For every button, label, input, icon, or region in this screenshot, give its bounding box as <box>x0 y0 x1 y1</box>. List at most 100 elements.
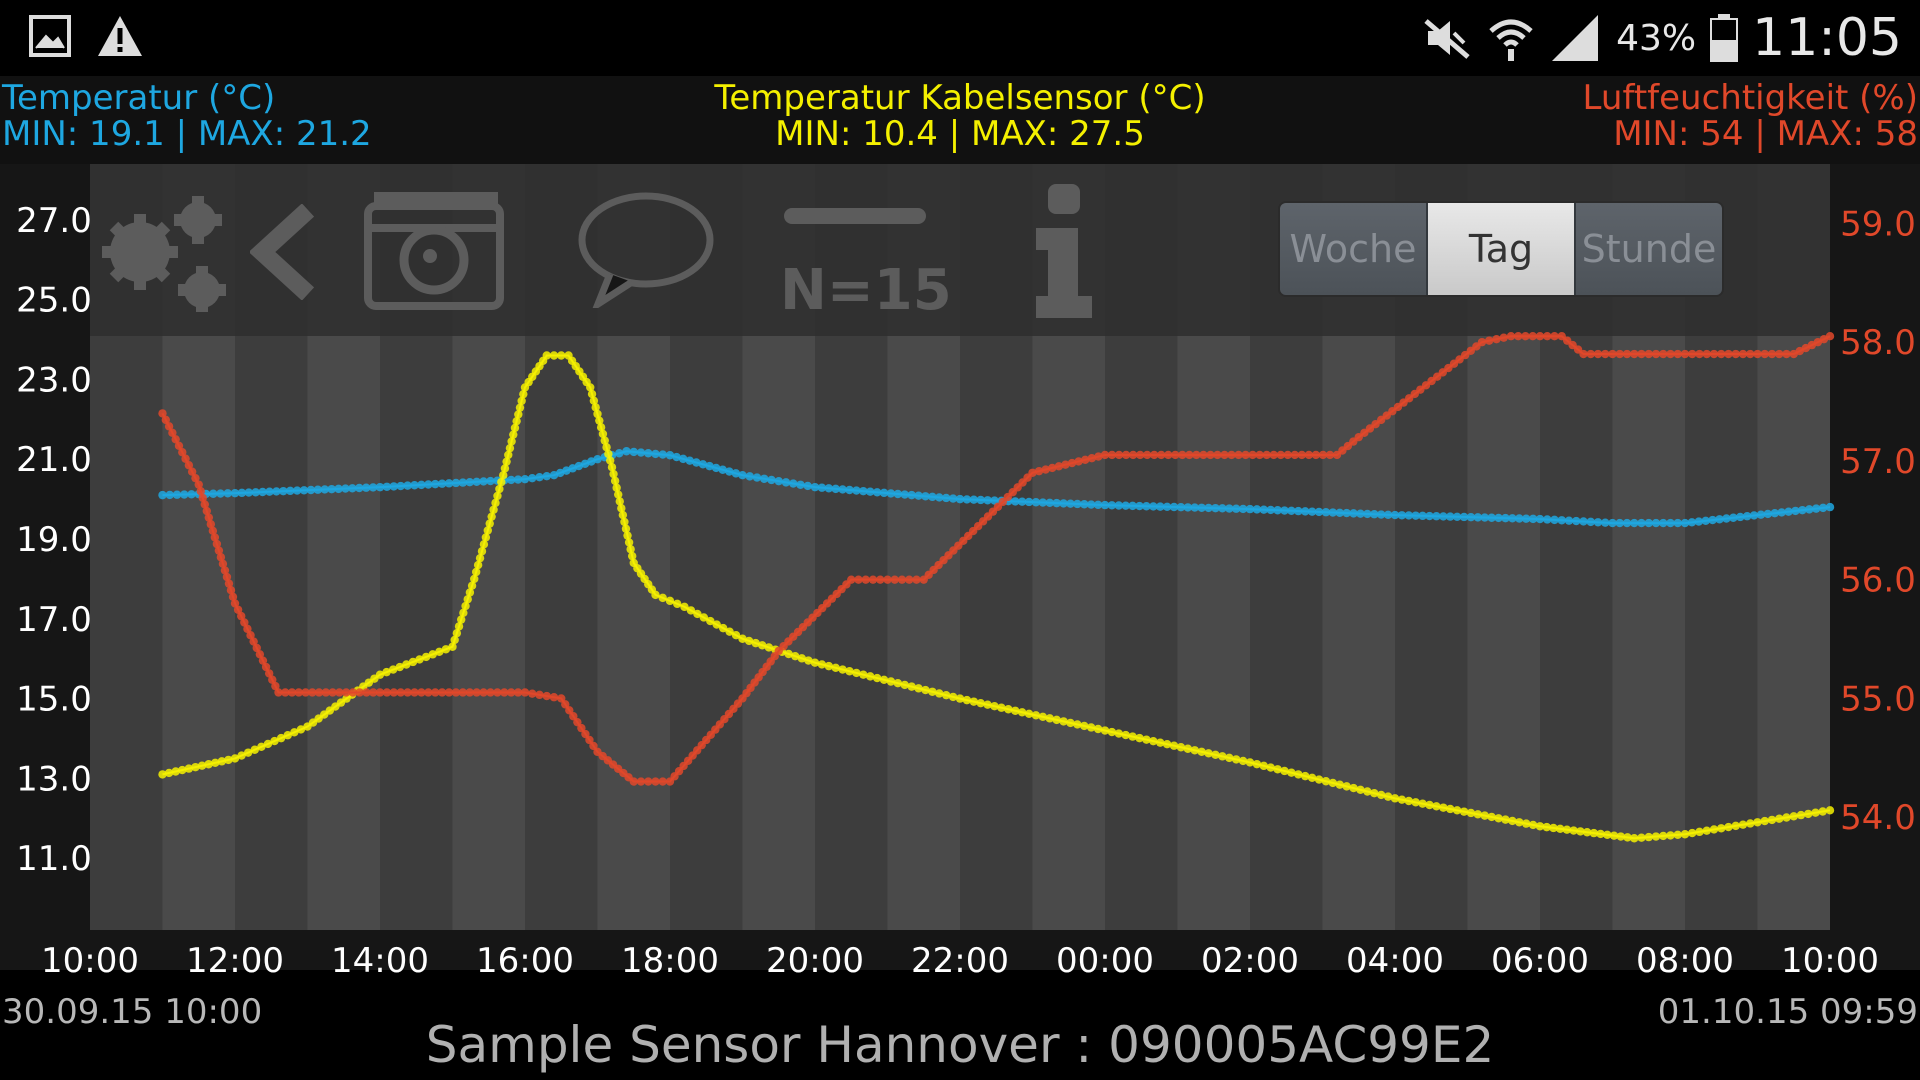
series-point <box>321 688 331 697</box>
series-point <box>1157 450 1166 460</box>
series-point <box>1176 502 1186 512</box>
series-point <box>1473 810 1483 819</box>
series-point <box>320 485 329 494</box>
series-point <box>692 458 701 467</box>
series-point <box>264 669 274 678</box>
series-point <box>1318 450 1328 460</box>
series-point <box>500 688 509 697</box>
series-point <box>1011 706 1020 715</box>
series-point <box>1052 498 1061 508</box>
range-button-hour[interactable]: Stunde <box>1576 203 1722 295</box>
series-point <box>810 482 820 492</box>
series-point <box>172 490 182 499</box>
series-point <box>1259 761 1269 771</box>
series-point <box>796 480 805 489</box>
series-point <box>620 517 629 527</box>
series-point <box>774 476 783 486</box>
series-point <box>784 649 793 659</box>
series-point <box>745 472 754 481</box>
series-point <box>1789 812 1798 821</box>
series-point <box>817 660 827 669</box>
series-point <box>725 627 734 636</box>
series-point <box>493 688 502 697</box>
range-button-week[interactable]: Woche <box>1280 203 1428 295</box>
series-point <box>168 428 177 438</box>
series-point <box>258 656 268 665</box>
series-point <box>1452 512 1462 521</box>
series-point <box>1659 518 1668 528</box>
series-point <box>1328 778 1338 788</box>
series-point <box>1114 450 1124 460</box>
settings-icon[interactable] <box>94 186 230 314</box>
series-point <box>1616 832 1625 841</box>
series-point <box>1054 462 1064 471</box>
x-tick: 20:00 <box>766 941 864 981</box>
series-point <box>1724 822 1733 832</box>
series-point <box>983 700 992 709</box>
series-point <box>751 638 760 648</box>
series-point <box>1702 826 1711 835</box>
back-icon[interactable] <box>250 204 316 300</box>
series-point <box>665 451 675 460</box>
y-right-tick: 57.0 <box>1840 442 1916 482</box>
series-point <box>452 628 462 638</box>
series-point <box>513 475 523 484</box>
series-point <box>1028 468 1037 477</box>
series-point <box>1756 510 1766 519</box>
series-point <box>678 454 688 464</box>
series-point <box>905 575 914 584</box>
series-point <box>1492 334 1501 344</box>
series-point <box>1784 507 1793 516</box>
series-point <box>615 497 624 506</box>
series-point <box>1593 518 1603 527</box>
series-point <box>1673 349 1682 359</box>
series-point <box>810 658 820 667</box>
series-point <box>593 455 602 464</box>
series-point <box>921 685 930 695</box>
series-point <box>487 512 496 521</box>
comment-icon[interactable] <box>576 190 716 308</box>
legend-temperature-title: Temperatur (°C) <box>2 78 276 118</box>
series-point <box>1162 502 1172 512</box>
series-point <box>1557 516 1566 525</box>
series-point <box>382 482 392 491</box>
series-point <box>306 485 316 495</box>
series-point <box>914 491 923 500</box>
series-point <box>1178 450 1187 460</box>
series-point <box>595 416 604 425</box>
series-point <box>1515 514 1524 523</box>
series-point <box>744 636 754 646</box>
series-point <box>618 510 628 520</box>
series-point <box>388 665 398 674</box>
series-point <box>1183 744 1193 753</box>
camera-icon[interactable] <box>364 188 504 310</box>
series-point <box>389 482 399 491</box>
series-point <box>935 493 944 502</box>
series-point <box>204 513 214 522</box>
series-point <box>1356 785 1365 794</box>
series-point <box>1753 349 1762 359</box>
y-right-tick: 55.0 <box>1840 679 1916 719</box>
smoothing-icon[interactable] <box>782 206 928 226</box>
series-point <box>831 663 840 673</box>
series-point <box>1418 511 1427 521</box>
series-point <box>1637 833 1646 842</box>
series-point <box>589 741 598 751</box>
range-button-day[interactable]: Tag <box>1428 203 1576 295</box>
sensor-title: Sample Sensor Hannover : 090005AC99E2 <box>425 1016 1495 1074</box>
series-point <box>591 403 600 412</box>
series-point <box>621 524 631 533</box>
info-icon[interactable] <box>1030 184 1096 320</box>
series-point <box>510 423 520 433</box>
series-point <box>458 688 468 697</box>
series-point <box>1702 349 1711 359</box>
series-point <box>1073 720 1082 729</box>
series-point <box>1245 758 1255 767</box>
series-point <box>437 688 447 697</box>
smoothing-label[interactable]: N=15 <box>780 258 952 323</box>
series-point <box>1425 511 1434 521</box>
series-point <box>859 670 868 679</box>
x-tick: 10:00 <box>1781 941 1879 981</box>
series-point <box>542 471 551 481</box>
